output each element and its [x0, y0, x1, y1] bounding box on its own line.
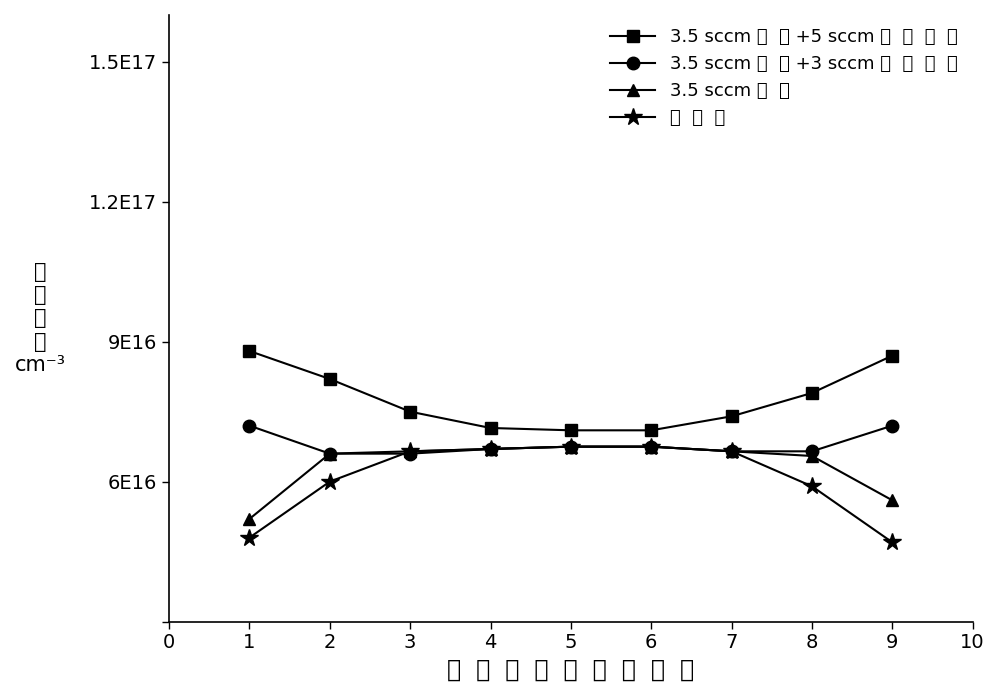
3.5 sccm 丙  烷 +5 sccm 三  甲  基  铝: [886, 351, 898, 360]
3.5 sccm 丙  烷: [243, 515, 255, 523]
3.5 sccm 丙  烷 +5 sccm 三  甲  基  铝: [324, 375, 336, 383]
无  添  加: [806, 482, 818, 491]
3.5 sccm 丙  烷: [806, 452, 818, 460]
X-axis label: 直  径  方  向  测  试  点  分  布: 直 径 方 向 测 试 点 分 布: [447, 658, 694, 682]
3.5 sccm 丙  烷: [324, 450, 336, 458]
无  添  加: [484, 445, 496, 453]
3.5 sccm 丙  烷 +3 sccm 三  甲  基  铝: [726, 447, 738, 456]
Y-axis label: 掺
杂
浓
度
cm⁻³: 掺 杂 浓 度 cm⁻³: [15, 262, 66, 375]
无  添  加: [726, 447, 738, 456]
Line: 3.5 sccm 丙  烷: 3.5 sccm 丙 烷: [243, 441, 899, 526]
3.5 sccm 丙  烷: [726, 447, 738, 456]
无  添  加: [565, 443, 577, 451]
3.5 sccm 丙  烷 +5 sccm 三  甲  基  铝: [726, 412, 738, 420]
3.5 sccm 丙  烷 +5 sccm 三  甲  基  铝: [645, 426, 657, 434]
3.5 sccm 丙  烷 +3 sccm 三  甲  基  铝: [243, 422, 255, 430]
3.5 sccm 丙  烷: [886, 496, 898, 505]
3.5 sccm 丙  烷 +3 sccm 三  甲  基  铝: [806, 447, 818, 456]
Line: 无  添  加: 无 添 加: [240, 438, 901, 551]
无  添  加: [886, 538, 898, 546]
无  添  加: [324, 477, 336, 486]
无  添  加: [404, 447, 416, 456]
3.5 sccm 丙  烷 +3 sccm 三  甲  基  铝: [886, 422, 898, 430]
3.5 sccm 丙  烷: [645, 443, 657, 451]
3.5 sccm 丙  烷 +5 sccm 三  甲  基  铝: [565, 426, 577, 434]
3.5 sccm 丙  烷: [404, 447, 416, 456]
3.5 sccm 丙  烷: [565, 443, 577, 451]
无  添  加: [243, 533, 255, 542]
Line: 3.5 sccm 丙  烷 +3 sccm 三  甲  基  铝: 3.5 sccm 丙 烷 +3 sccm 三 甲 基 铝: [243, 420, 899, 460]
3.5 sccm 丙  烷 +5 sccm 三  甲  基  铝: [484, 424, 496, 432]
3.5 sccm 丙  烷 +5 sccm 三  甲  基  铝: [404, 408, 416, 416]
3.5 sccm 丙  烷 +3 sccm 三  甲  基  铝: [324, 450, 336, 458]
无  添  加: [645, 443, 657, 451]
3.5 sccm 丙  烷 +3 sccm 三  甲  基  铝: [645, 443, 657, 451]
Legend: 3.5 sccm 丙  烷 +5 sccm 三  甲  基  铝, 3.5 sccm 丙  烷 +3 sccm 三  甲  基  铝, 3.5 sccm 丙  : 3.5 sccm 丙 烷 +5 sccm 三 甲 基 铝, 3.5 sccm 丙…: [603, 21, 965, 135]
3.5 sccm 丙  烷 +3 sccm 三  甲  基  铝: [404, 450, 416, 458]
3.5 sccm 丙  烷 +3 sccm 三  甲  基  铝: [484, 445, 496, 453]
3.5 sccm 丙  烷 +5 sccm 三  甲  基  铝: [243, 347, 255, 355]
3.5 sccm 丙  烷 +5 sccm 三  甲  基  铝: [806, 389, 818, 397]
3.5 sccm 丙  烷 +3 sccm 三  甲  基  铝: [565, 443, 577, 451]
Line: 3.5 sccm 丙  烷 +5 sccm 三  甲  基  铝: 3.5 sccm 丙 烷 +5 sccm 三 甲 基 铝: [243, 345, 899, 436]
3.5 sccm 丙  烷: [484, 445, 496, 453]
